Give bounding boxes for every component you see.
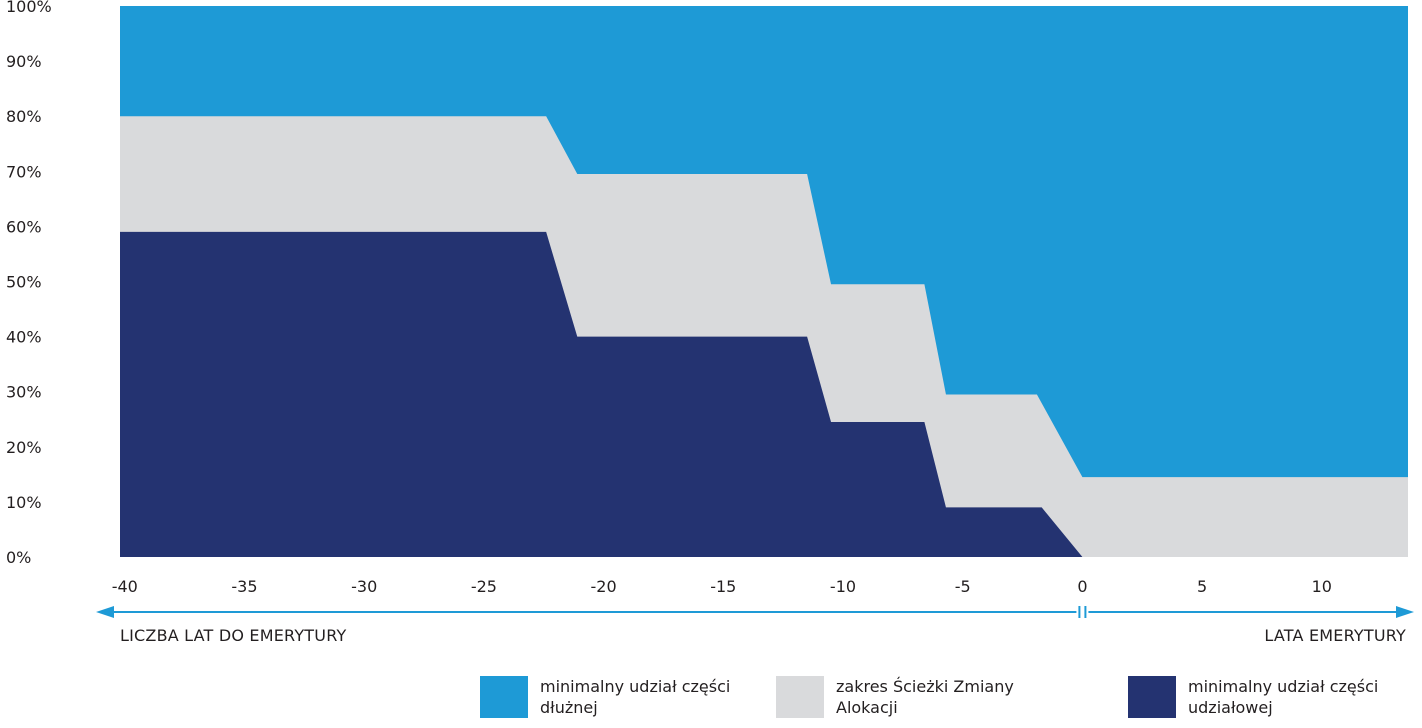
x-tick-label: -20 [591,577,617,596]
y-tick-label: 80% [6,107,42,126]
x-tick-label: -40 [112,577,138,596]
x-tick-label: -15 [710,577,736,596]
x-axis-arrows [96,606,1414,618]
y-tick-label: 0% [6,548,31,567]
y-axis-ticks: 0% 10% 20% 30% 40% 50% 60% 70% 80% 90% 100% [6,0,52,567]
y-tick-label: 100% [6,0,52,16]
x-axis-left-label: LICZBA LAT DO EMERYTURY [120,626,347,645]
x-tick-label: 0 [1077,577,1087,596]
chart-areas [120,6,1408,557]
legend-item-equity: minimalny udział części udziałowej [1128,676,1388,718]
y-tick-label: 10% [6,493,42,512]
legend-swatch-range [776,676,824,718]
legend-swatch-equity [1128,676,1176,718]
x-axis-right-label: LATA EMERYTURY [1264,626,1406,645]
y-tick-label: 70% [6,162,42,181]
x-tick-label: -30 [351,577,377,596]
x-tick-label: -25 [471,577,497,596]
legend-label-equity: minimalny udział części udziałowej [1188,677,1379,717]
x-tick-label: -35 [231,577,257,596]
y-tick-label: 90% [6,52,42,71]
legend-item-debt: minimalny udział części dłużnej [480,676,740,718]
y-tick-label: 40% [6,328,42,347]
x-axis-ticks: -40 -35 -30 -25 -20 -15 -10 -5 0 5 10 [112,577,1332,596]
y-tick-label: 20% [6,438,42,457]
legend-swatch-debt [480,676,528,718]
arrow-right-icon [1396,606,1414,618]
x-tick-label: -5 [955,577,971,596]
x-tick-label: 5 [1197,577,1207,596]
x-tick-label: -10 [830,577,856,596]
y-tick-label: 30% [6,383,42,402]
legend-label-range: zakres Ścieżki Zmiany Alokacji [836,677,1014,717]
legend-item-range: zakres Ścieżki Zmiany Alokacji [776,676,1036,718]
y-tick-label: 60% [6,217,42,236]
area-equity [120,231,1083,557]
legend-label-debt: minimalny udział części dłużnej [540,677,731,717]
x-tick-label: 10 [1312,577,1332,596]
y-tick-label: 50% [6,273,42,292]
arrow-left-icon [96,606,114,618]
